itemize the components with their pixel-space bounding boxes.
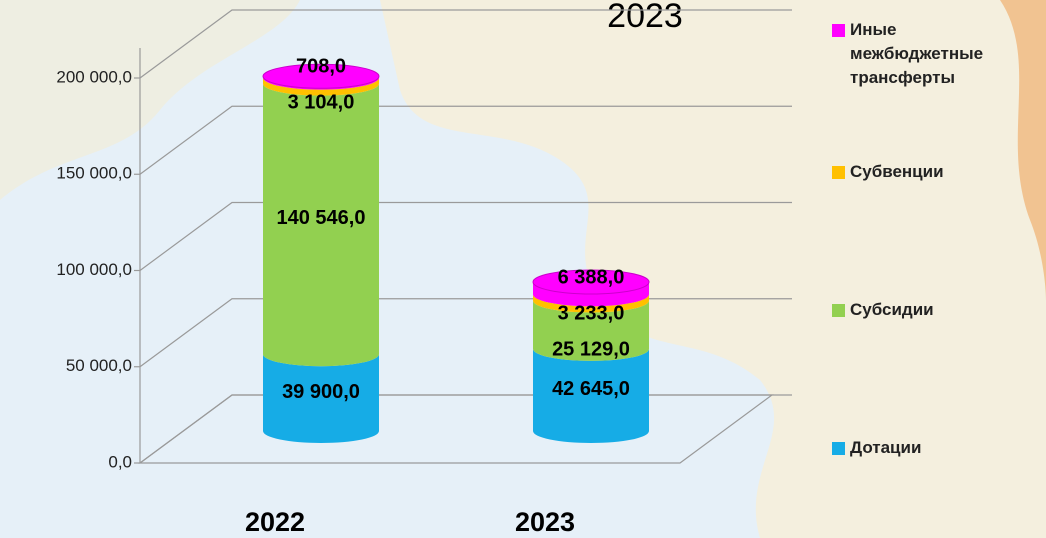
bar-segment — [533, 300, 649, 361]
value-label: 708,0 — [296, 55, 346, 77]
y-tick-label: 150 000,0 — [56, 164, 132, 183]
legend-swatch — [832, 24, 845, 37]
legend-swatch — [832, 304, 845, 317]
bar-top — [262, 63, 380, 89]
value-label: 3 104,0 — [288, 91, 355, 113]
y-tick-label: 50 000,0 — [66, 356, 132, 375]
value-label: 42 645,0 — [552, 378, 630, 400]
legend-item: Субсидии — [832, 298, 1046, 322]
grid-line — [139, 201, 792, 271]
value-label: 3 233,0 — [558, 302, 625, 324]
y-tick-label: 0,0 — [108, 452, 132, 471]
legend-label: Субвенции — [850, 162, 944, 181]
bar-top — [532, 269, 650, 295]
value-label: 39 900,0 — [282, 381, 360, 403]
bar-segment — [263, 354, 379, 443]
bar-segment — [533, 294, 649, 313]
x-tick-label: 2022 — [245, 507, 305, 537]
legend-swatch — [832, 166, 845, 179]
legend-label: Иные межбюджетные трансферты — [850, 20, 984, 87]
y-tick-label: 200 000,0 — [56, 67, 132, 86]
legend-label: Субсидии — [850, 300, 934, 319]
value-label: 6 388,0 — [558, 266, 625, 288]
bar-segment — [263, 83, 379, 367]
legend-item: Субвенции — [832, 160, 1046, 184]
bar-segment — [533, 348, 649, 443]
legend-label: Дотации — [850, 438, 922, 457]
chart-title: 2023 — [607, 0, 683, 35]
legend-item: Иные межбюджетные трансферты — [832, 18, 1010, 90]
value-label: 25 129,0 — [552, 338, 630, 360]
floor — [138, 394, 774, 464]
y-tick-label: 100 000,0 — [56, 260, 132, 279]
grid-line — [139, 105, 792, 175]
x-tick-label: 2023 — [515, 507, 575, 537]
legend-swatch — [832, 442, 845, 455]
grid-line — [139, 9, 792, 79]
bar-segment — [263, 77, 379, 96]
legend-item: Дотации — [832, 436, 1046, 460]
value-label: 140 546,0 — [277, 207, 366, 229]
